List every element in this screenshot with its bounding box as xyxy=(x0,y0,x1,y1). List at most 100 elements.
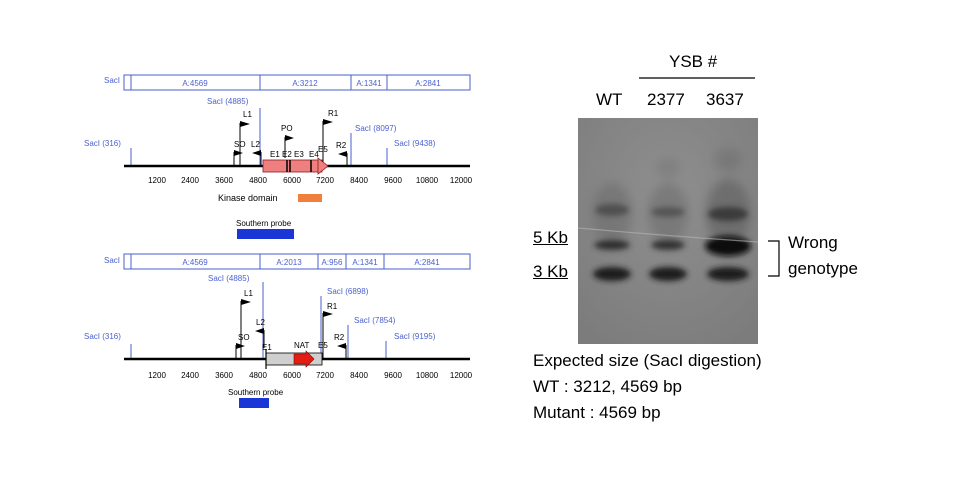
tick-label: 12000 xyxy=(450,176,473,185)
tick-label: 9600 xyxy=(384,176,402,185)
southern-blot-image xyxy=(578,118,758,344)
tick-label: 4800 xyxy=(249,176,267,185)
saci-site-label: SacI (8097) xyxy=(355,124,397,133)
svg-text:E3: E3 xyxy=(294,150,304,159)
saci-site-label: SacI (7854) xyxy=(354,316,396,325)
tick-label: 10800 xyxy=(416,176,439,185)
band-2377-upper-faint xyxy=(651,207,685,217)
fragment-label: A:2841 xyxy=(415,79,441,88)
expected-size-mutant: Mutant : 4569 bp xyxy=(533,403,661,422)
svg-text:E1: E1 xyxy=(270,150,280,159)
size-marker-5kb: 5 Kb xyxy=(533,228,568,247)
fragment-label: A:956 xyxy=(322,258,343,267)
lane-label-2377: 2377 xyxy=(647,90,685,109)
svg-text:R2: R2 xyxy=(336,141,347,150)
fragment-bar-left-label: SacI xyxy=(104,256,120,265)
tick-label: 6000 xyxy=(283,176,301,185)
fragment-label: A:3212 xyxy=(292,79,318,88)
svg-text:SO: SO xyxy=(238,333,250,342)
primer-r1: R1 xyxy=(322,109,339,166)
tick-label: 7200 xyxy=(316,371,334,380)
saci-site-label: SacI (9195) xyxy=(394,332,436,341)
band-2377-lower xyxy=(649,267,687,281)
wrong-genotype-bracket xyxy=(768,240,780,277)
svg-text:SO: SO xyxy=(234,140,246,149)
wrong-genotype-label-line1: Wrong xyxy=(788,233,838,252)
kinase-domain-label: Kinase domain xyxy=(218,193,278,203)
expected-size-wt: WT : 3212, 4569 bp xyxy=(533,377,683,396)
band-3637-lower xyxy=(707,267,749,281)
primer-so: SO xyxy=(235,333,250,359)
fragment-bar-left-label: SacI xyxy=(104,76,120,85)
band-wt-middle xyxy=(594,240,630,250)
primer-so: SO xyxy=(233,140,246,166)
svg-text:PO: PO xyxy=(281,124,293,133)
svg-text:L2: L2 xyxy=(251,140,260,149)
map-wildtype: SacI A:4569 A:3212 A:1341 A:2841 SacI (3… xyxy=(84,74,473,239)
saci-site-label: SacI (6898) xyxy=(327,287,369,296)
tick-label: 2400 xyxy=(181,176,199,185)
band-3637-upper xyxy=(708,207,748,221)
fragment-label: A:1341 xyxy=(356,79,382,88)
band-2377-middle xyxy=(651,240,685,250)
scale-ticks: 1200 2400 3600 4800 6000 7200 8400 9600 … xyxy=(148,371,473,380)
saci-site-label: SacI (4885) xyxy=(207,97,249,106)
svg-text:R2: R2 xyxy=(334,333,345,342)
tick-label: 2400 xyxy=(181,371,199,380)
saci-site-label: SacI (316) xyxy=(84,139,121,148)
primer-l2: L2 xyxy=(255,318,265,348)
map-mutant: SacI A:4569 A:2013 A:956 A:1341 A:2841 S… xyxy=(84,253,473,408)
southern-probe-label: Southern probe xyxy=(228,388,284,397)
fragment-label: A:4569 xyxy=(182,79,208,88)
primer-l2: L2 xyxy=(251,140,262,166)
lane-label-3637: 3637 xyxy=(706,90,744,109)
primer-l1: L1 xyxy=(240,289,253,359)
fragment-label: A:1341 xyxy=(352,258,378,267)
southern-probe-label: Southern probe xyxy=(236,219,292,228)
primer-r1: R1 xyxy=(322,302,338,359)
band-wt-lower xyxy=(593,267,631,281)
saci-site-label: SacI (4885) xyxy=(208,274,250,283)
tick-label: 3600 xyxy=(215,176,233,185)
primer-po: PO xyxy=(281,124,294,158)
primer-r2: R2 xyxy=(334,333,347,359)
tick-label: 10800 xyxy=(416,371,439,380)
tick-label: 3600 xyxy=(215,371,233,380)
lane-label-wt: WT xyxy=(596,90,623,109)
svg-text:E2: E2 xyxy=(282,150,292,159)
tick-label: 9600 xyxy=(384,371,402,380)
tick-label: 4800 xyxy=(249,371,267,380)
band-wt-upper-faint xyxy=(595,204,629,216)
svg-text:L2: L2 xyxy=(256,318,265,327)
primer-r2: R2 xyxy=(336,141,348,166)
fragment-label: A:2841 xyxy=(414,258,440,267)
svg-text:E5: E5 xyxy=(318,145,328,154)
tick-label: 1200 xyxy=(148,176,166,185)
saci-site-label: SacI (316) xyxy=(84,332,121,341)
southern-probe-bar xyxy=(237,229,294,239)
primer-l1: L1 xyxy=(239,110,252,166)
tick-label: 7200 xyxy=(316,176,334,185)
kinase-domain-bar xyxy=(298,194,322,202)
tick-label: 8400 xyxy=(350,176,368,185)
tick-label: 1200 xyxy=(148,371,166,380)
saci-site-label: SacI (9438) xyxy=(394,139,436,148)
fragment-label: A:2013 xyxy=(276,258,302,267)
ysb-group-label: YSB # xyxy=(669,52,718,71)
scale-ticks: 1200 2400 3600 4800 6000 7200 8400 9600 … xyxy=(148,176,473,185)
svg-text:R1: R1 xyxy=(327,302,338,311)
tick-label: 6000 xyxy=(283,371,301,380)
svg-text:R1: R1 xyxy=(328,109,339,118)
nat-cassette: NAT E1 E5 xyxy=(262,341,328,369)
svg-text:E5: E5 xyxy=(318,341,328,350)
fragment-label: A:4569 xyxy=(182,258,208,267)
tick-label: 8400 xyxy=(350,371,368,380)
svg-text:L1: L1 xyxy=(244,289,253,298)
svg-text:L1: L1 xyxy=(243,110,252,119)
gene-exons: E1 E2 E3 E4 E5 xyxy=(262,145,329,175)
svg-text:E1: E1 xyxy=(262,343,272,352)
wrong-genotype-label-line2: genotype xyxy=(788,259,858,278)
svg-text:NAT: NAT xyxy=(294,341,310,350)
tick-label: 12000 xyxy=(450,371,473,380)
